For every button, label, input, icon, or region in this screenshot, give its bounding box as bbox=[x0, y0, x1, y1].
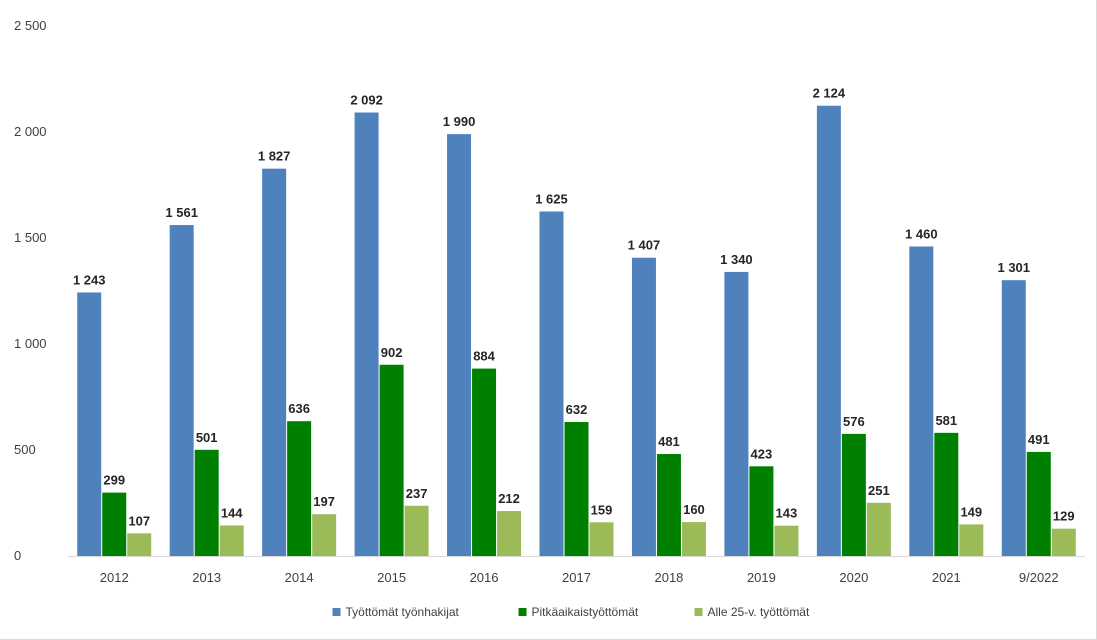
bar bbox=[379, 364, 404, 556]
data-label: 1 990 bbox=[443, 114, 476, 129]
data-label: 144 bbox=[221, 505, 243, 520]
x-tick-label: 2016 bbox=[470, 570, 499, 585]
data-label: 197 bbox=[313, 494, 335, 509]
bar bbox=[77, 292, 102, 556]
x-tick-label: 2020 bbox=[839, 570, 868, 585]
data-label: 299 bbox=[103, 473, 125, 488]
x-tick-label: 2018 bbox=[654, 570, 683, 585]
bar bbox=[749, 466, 774, 556]
bar bbox=[1026, 451, 1051, 556]
bar bbox=[447, 134, 472, 556]
data-label: 632 bbox=[566, 402, 588, 417]
bar bbox=[816, 105, 841, 556]
data-label: 129 bbox=[1053, 509, 1075, 524]
x-tick-label: 2021 bbox=[932, 570, 961, 585]
data-label: 1 301 bbox=[997, 260, 1030, 275]
bar bbox=[959, 524, 984, 556]
data-label: 423 bbox=[751, 446, 773, 461]
legend-item-label: Alle 25-v. työttömät bbox=[708, 605, 810, 619]
data-label: 2 092 bbox=[350, 92, 383, 107]
data-label: 884 bbox=[473, 349, 495, 364]
data-label: 902 bbox=[381, 345, 403, 360]
bar bbox=[169, 225, 194, 556]
data-label: 212 bbox=[498, 491, 520, 506]
data-label: 1 243 bbox=[73, 272, 106, 287]
data-label: 160 bbox=[683, 502, 705, 517]
bar bbox=[589, 522, 614, 556]
data-label: 1 625 bbox=[535, 192, 568, 207]
y-tick-label: 1 000 bbox=[14, 336, 47, 351]
bar bbox=[866, 502, 891, 556]
y-tick-label: 500 bbox=[14, 442, 36, 457]
data-label: 481 bbox=[658, 434, 680, 449]
data-label: 1 561 bbox=[165, 205, 198, 220]
bar bbox=[564, 422, 589, 556]
bar bbox=[934, 432, 959, 556]
bar bbox=[841, 433, 866, 556]
legend-swatch bbox=[518, 608, 527, 616]
x-tick-label: 2012 bbox=[100, 570, 129, 585]
x-tick-label: 2015 bbox=[377, 570, 406, 585]
legend-swatch bbox=[332, 608, 341, 616]
data-label: 237 bbox=[406, 486, 428, 501]
data-label: 581 bbox=[935, 413, 957, 428]
x-tick-label: 2013 bbox=[192, 570, 221, 585]
y-tick-label: 2 500 bbox=[14, 18, 47, 33]
x-tick-label: 2014 bbox=[285, 570, 314, 585]
data-label: 501 bbox=[196, 430, 218, 445]
data-label: 107 bbox=[128, 513, 150, 528]
legend-item-label: Pitkäaikaistyöttömät bbox=[532, 605, 639, 619]
data-label: 2 124 bbox=[813, 86, 846, 101]
legend-swatch bbox=[694, 608, 703, 616]
y-tick-label: 2 000 bbox=[14, 124, 47, 139]
data-label: 143 bbox=[776, 506, 798, 521]
bar bbox=[312, 514, 337, 556]
bar bbox=[909, 246, 934, 557]
bar bbox=[656, 454, 681, 556]
bar bbox=[1001, 280, 1026, 556]
x-tick-label: 2017 bbox=[562, 570, 591, 585]
bar bbox=[1051, 528, 1076, 556]
x-tick-label: 2019 bbox=[747, 570, 776, 585]
bar bbox=[354, 112, 379, 556]
data-label: 1 460 bbox=[905, 226, 938, 241]
x-tick-label: 9/2022 bbox=[1019, 570, 1059, 585]
bar bbox=[102, 492, 127, 556]
data-label: 159 bbox=[591, 502, 613, 517]
bar bbox=[219, 525, 244, 556]
legend-item-label: Työttömät työnhakijat bbox=[346, 605, 460, 619]
data-label: 636 bbox=[288, 401, 310, 416]
data-label: 1 407 bbox=[628, 238, 661, 253]
y-tick-label: 0 bbox=[14, 548, 21, 563]
data-label: 1 827 bbox=[258, 149, 291, 164]
data-label: 576 bbox=[843, 414, 865, 429]
bar bbox=[497, 511, 522, 556]
data-label: 491 bbox=[1028, 432, 1050, 447]
y-tick-label: 1 500 bbox=[14, 230, 47, 245]
bar bbox=[287, 421, 312, 556]
bar bbox=[262, 168, 287, 556]
bar bbox=[681, 522, 706, 556]
bar bbox=[631, 257, 656, 556]
bar bbox=[724, 271, 749, 556]
bar bbox=[127, 533, 152, 556]
bar bbox=[404, 505, 429, 556]
bar bbox=[194, 449, 219, 556]
data-label: 1 340 bbox=[720, 252, 753, 267]
data-label: 251 bbox=[868, 483, 890, 498]
bar bbox=[472, 368, 497, 556]
data-label: 149 bbox=[960, 504, 982, 519]
bar bbox=[774, 525, 799, 556]
bar bbox=[539, 211, 564, 556]
